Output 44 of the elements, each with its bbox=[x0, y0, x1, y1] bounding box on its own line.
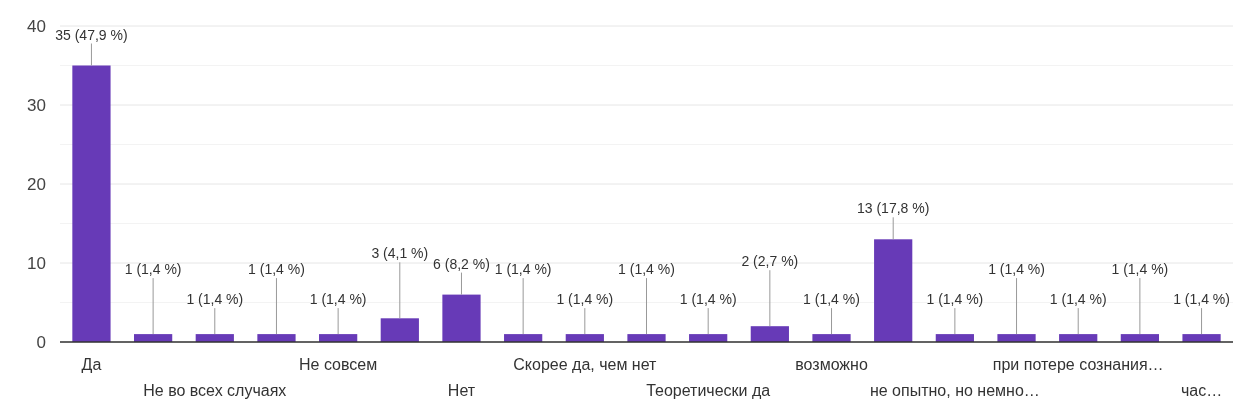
bar bbox=[750, 326, 789, 342]
data-label: 1 (1,4 %) bbox=[618, 261, 675, 278]
data-label: 35 (47,9 %) bbox=[55, 26, 128, 43]
bar bbox=[72, 65, 111, 342]
y-tick-label: 10 bbox=[27, 253, 46, 273]
data-label: 1 (1,4 %) bbox=[248, 261, 305, 278]
x-tick-label: Не во всех случаях bbox=[143, 382, 287, 399]
y-tick-label: 0 bbox=[36, 332, 46, 352]
bar bbox=[874, 239, 913, 342]
data-label: 1 (1,4 %) bbox=[988, 261, 1045, 278]
x-tick-label: час… bbox=[1180, 382, 1223, 399]
x-tick-label: Да bbox=[81, 356, 102, 373]
data-label: 13 (17,8 %) bbox=[857, 200, 930, 217]
bar bbox=[1182, 334, 1221, 342]
data-label: 1 (1,4 %) bbox=[803, 291, 860, 308]
data-label: 1 (1,4 %) bbox=[679, 291, 737, 308]
y-tick-label: 20 bbox=[27, 174, 46, 194]
x-tick-label: при потере сознания… bbox=[992, 356, 1164, 373]
data-label: 1 (1,4 %) bbox=[186, 291, 244, 308]
bar bbox=[812, 334, 851, 342]
bar bbox=[380, 318, 419, 342]
y-tick-label: 40 bbox=[27, 16, 46, 36]
data-label: 1 (1,4 %) bbox=[309, 291, 367, 308]
bar bbox=[627, 334, 666, 342]
x-tick-label: Нет bbox=[447, 382, 476, 399]
x-tick-label: Теоретически да bbox=[646, 382, 771, 399]
data-label: 1 (1,4 %) bbox=[1049, 291, 1107, 308]
y-tick-label: 30 bbox=[27, 95, 46, 115]
x-tick-label: не опытно, но немно… bbox=[869, 382, 1040, 399]
x-tick-label: возможно bbox=[795, 356, 868, 373]
data-label: 1 (1,4 %) bbox=[124, 261, 182, 278]
data-label: 1 (1,4 %) bbox=[926, 291, 984, 308]
data-label: 1 (1,4 %) bbox=[1111, 261, 1169, 278]
data-label: 1 (1,4 %) bbox=[494, 261, 552, 278]
data-label: 1 (1,4 %) bbox=[556, 291, 614, 308]
bar bbox=[442, 294, 481, 342]
data-label: 2 (2,7 %) bbox=[741, 253, 799, 270]
data-label: 6 (8,2 %) bbox=[433, 255, 490, 272]
bar bbox=[997, 334, 1036, 342]
bar bbox=[257, 334, 296, 342]
x-tick-label: Скорее да, чем нет bbox=[513, 356, 658, 373]
data-label: 1 (1,4 %) bbox=[1173, 291, 1230, 308]
x-tick-label: Не совсем bbox=[299, 356, 378, 373]
data-label: 3 (4,1 %) bbox=[371, 245, 429, 262]
